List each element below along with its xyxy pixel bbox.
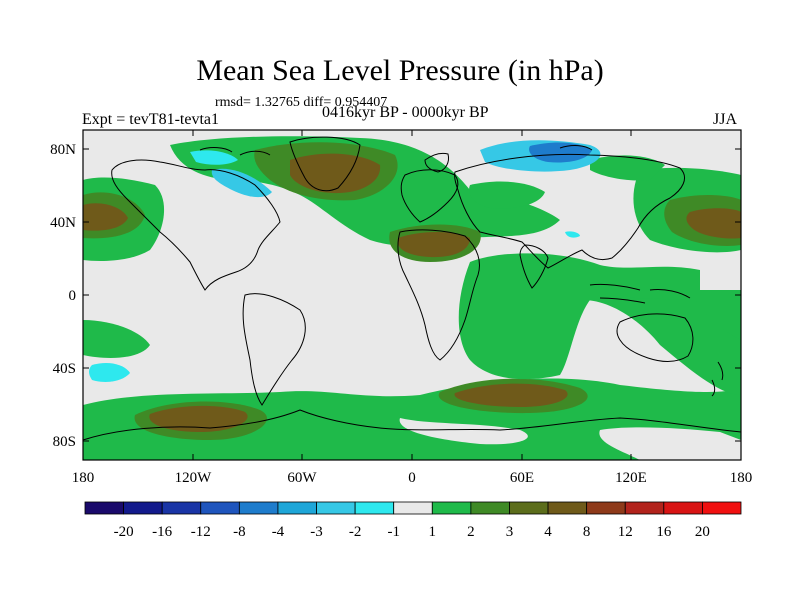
coast-greenland <box>289 136 361 192</box>
south-indian-high-core <box>454 383 568 407</box>
antarctic-neutral-gap <box>399 418 528 445</box>
east-asia-green <box>590 155 665 181</box>
map-title: Mean Sea Level Pressure (in hPa) <box>196 54 604 87</box>
middle-east-high-core <box>397 232 470 258</box>
colorbar-label: 2 <box>467 524 475 540</box>
period-label: 0416kyr BP - 0000kyr BP <box>322 104 489 121</box>
pressure-anomaly-field <box>83 135 741 460</box>
lat-tick-label: 40N <box>50 215 76 231</box>
colorbar-swatch <box>354 501 395 515</box>
colorbar-label: 20 <box>695 524 710 540</box>
lon-tick-label: 0 <box>408 470 416 486</box>
colorbar-label: 8 <box>583 524 591 540</box>
colorbar-swatch <box>316 501 356 515</box>
lat-tick-label: 80S <box>53 434 76 450</box>
hudson-bay-low-anomaly <box>211 168 272 198</box>
colorbar-swatch <box>624 501 665 515</box>
southeast-pacific-anomaly <box>583 280 741 395</box>
greenland-high-core <box>290 153 381 194</box>
coast-australia <box>616 313 694 362</box>
colorbar-swatch <box>586 501 626 515</box>
colorbar-swatch <box>431 501 472 515</box>
coast-north-america <box>111 159 281 291</box>
coast-europe <box>400 169 459 223</box>
colorbar-label: 12 <box>618 524 633 540</box>
lat-tick-label: 0 <box>69 288 77 304</box>
lon-tick-label: 180 <box>730 470 753 486</box>
coast-new-zealand <box>711 361 724 397</box>
north-pacific-high-core <box>83 203 128 231</box>
coast-antarctica <box>82 409 742 441</box>
coast-asia <box>454 153 685 269</box>
colorbar-swatch <box>470 501 510 515</box>
colorbar-label: -20 <box>114 524 134 540</box>
colorbar-label: -1 <box>387 524 400 540</box>
colorbar-swatch <box>200 501 240 515</box>
lon-tick-label: 60E <box>510 470 534 486</box>
coast-indonesia <box>589 283 691 304</box>
south-pacific-west-anomaly <box>83 320 150 358</box>
south-pacific-low-anomaly <box>89 362 130 382</box>
colorbar-label: 3 <box>506 524 514 540</box>
colorbar-label: 4 <box>544 524 552 540</box>
colorbar-label: -16 <box>152 524 172 540</box>
indian-ocean-low-anomaly <box>565 231 580 238</box>
colorbar-label: -2 <box>349 524 362 540</box>
colorbar-swatch <box>84 501 124 515</box>
colorbar-swatch <box>663 501 703 515</box>
antarctic-neutral-gap-2 <box>599 427 741 460</box>
lon-tick-labels: 180 120W 60W 0 60E 120E 180 <box>72 470 753 486</box>
lon-tick-label: 120E <box>615 470 647 486</box>
colorbar-swatch <box>393 501 433 515</box>
coast-scandinavia <box>424 152 449 173</box>
lat-tick-label: 80N <box>50 142 76 158</box>
colorbar-label: -3 <box>310 524 323 540</box>
coast-arctic-islands <box>199 145 593 156</box>
colorbar-label: 1 <box>429 524 437 540</box>
indian-ocean-anomaly <box>458 253 700 380</box>
coast-india <box>519 244 549 289</box>
sw-pacific-green <box>690 290 741 340</box>
colorbar-swatch <box>702 501 742 515</box>
axis-ticks <box>82 130 742 460</box>
season-label: JJA <box>713 111 738 128</box>
colorbar-label: -8 <box>233 524 246 540</box>
coastlines <box>82 136 742 441</box>
colorbar-swatch <box>547 501 588 515</box>
colorbar-label: -12 <box>191 524 211 540</box>
lon-tick-label: 120W <box>175 470 213 486</box>
colorbar: -20 -16 -12 -8 -4 -3 -2 -1 1 2 3 4 8 12 16 20 <box>84 501 742 540</box>
colorbar-swatch <box>161 501 202 515</box>
arctic-siberia-low-core <box>529 142 592 163</box>
experiment-label: Expt = tevT81-tevta1 <box>82 111 219 128</box>
stats-label: rmsd= 1.32765 diff= 0.954407 <box>215 95 388 110</box>
north-pacific-east-core <box>686 208 741 239</box>
arctic-canada-low <box>190 150 238 165</box>
colorbar-label: 16 <box>656 524 672 540</box>
colorbar-label: -4 <box>272 524 285 540</box>
colorbar-swatch <box>238 501 279 515</box>
colorbar-swatch <box>509 501 549 515</box>
lat-tick-labels: 80N 40N 0 40S 80S <box>50 142 76 450</box>
lon-tick-label: 180 <box>72 470 95 486</box>
coast-south-america <box>242 293 306 406</box>
colorbar-swatch <box>123 501 163 515</box>
lat-tick-label: 40S <box>53 361 76 377</box>
lon-tick-label: 60W <box>287 470 317 486</box>
south-pacific-high-core <box>149 405 248 432</box>
coast-africa <box>397 229 480 361</box>
colorbar-swatch <box>277 501 317 515</box>
central-asia-green <box>469 181 545 209</box>
